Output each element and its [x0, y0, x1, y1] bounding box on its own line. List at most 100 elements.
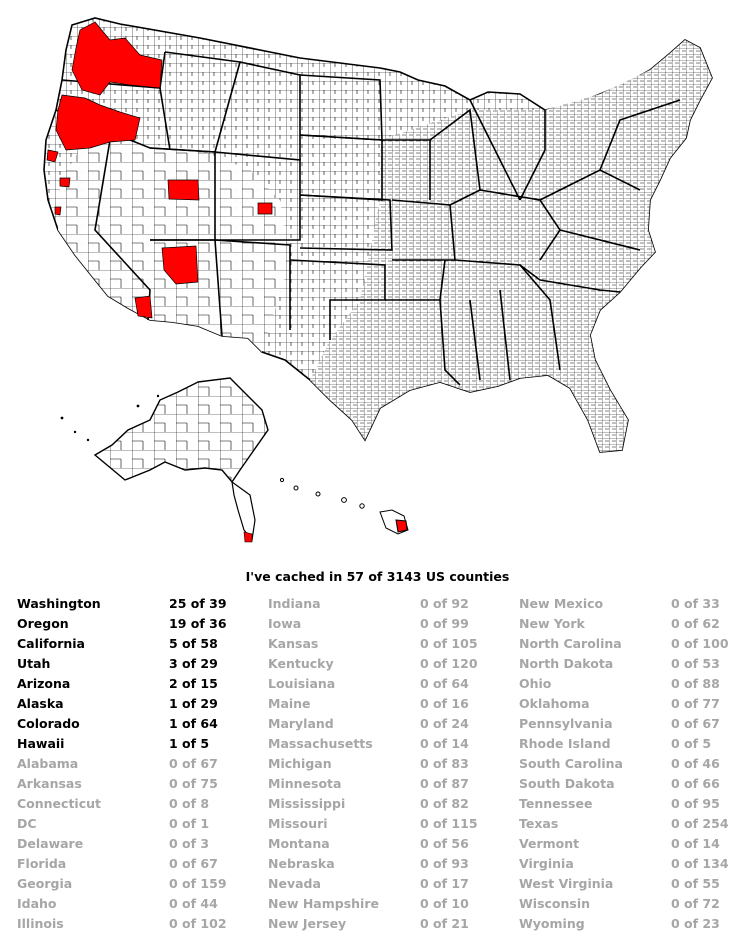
state-name: Alaska [17, 696, 64, 711]
state-name: Alabama [17, 756, 79, 771]
state-name: New Jersey [268, 916, 347, 931]
state-name: West Virginia [519, 876, 614, 891]
state-name: Kansas [268, 636, 319, 651]
state-name: Vermont [519, 836, 580, 851]
state-name: Maryland [268, 716, 334, 731]
state-name: North Carolina [519, 636, 622, 651]
state-count: 0 of 56 [420, 836, 469, 851]
cached-counties [46, 21, 273, 319]
state-count: 0 of 67 [671, 716, 720, 731]
state-name: New Mexico [519, 596, 604, 611]
state-name: Oklahoma [519, 696, 590, 711]
state-count: 0 of 21 [420, 916, 469, 931]
state-name: Maine [268, 696, 311, 711]
state-count: 0 of 115 [420, 816, 478, 831]
state-count: 0 of 77 [671, 696, 720, 711]
state-count: 0 of 14 [420, 736, 469, 751]
state-name: Georgia [17, 876, 73, 891]
state-name: Colorado [17, 716, 80, 731]
state-count: 0 of 75 [169, 776, 218, 791]
state-count: 0 of 105 [420, 636, 478, 651]
hawaii [279, 477, 409, 535]
state-count: 0 of 67 [169, 756, 218, 771]
cached-arizona-2 [134, 295, 153, 319]
hawaii-island-1 [279, 477, 285, 483]
state-name: Pennsylvania [519, 716, 613, 731]
hawaii-island-2 [293, 485, 299, 491]
state-count: 0 of 1 [169, 816, 210, 831]
state-name: Minnesota [268, 776, 342, 791]
state-name: Ohio [519, 676, 552, 691]
state-name: Wisconsin [519, 896, 591, 911]
cached-hawaii [395, 519, 408, 533]
state-name: Washington [17, 596, 101, 611]
state-name: New York [519, 616, 585, 631]
state-name: Indiana [268, 596, 321, 611]
state-count: 0 of 14 [671, 836, 720, 851]
state-count: 0 of 8 [169, 796, 210, 811]
contiguous-us [43, 17, 713, 453]
aleutian-islands [60, 394, 160, 442]
hawaii-island-5 [359, 503, 365, 509]
state-name: South Carolina [519, 756, 623, 771]
state-count: 1 of 29 [169, 696, 218, 711]
state-count: 0 of 93 [420, 856, 469, 871]
state-count: 0 of 100 [671, 636, 729, 651]
state-name: California [17, 636, 85, 651]
hawaii-island-3 [315, 491, 321, 497]
state-name: Missouri [268, 816, 328, 831]
cached-california-3 [54, 206, 62, 216]
state-name: Texas [519, 816, 559, 831]
western-counties [58, 140, 290, 352]
state-count: 0 of 95 [671, 796, 720, 811]
state-name: Louisiana [268, 676, 336, 691]
cached-california-2 [59, 177, 71, 188]
state-count: 0 of 159 [169, 876, 227, 891]
state-name: Iowa [268, 616, 302, 631]
state-name: Hawaii [17, 736, 65, 751]
alaska-land [93, 377, 269, 484]
state-name: DC [17, 816, 37, 831]
state-count: 2 of 15 [169, 676, 218, 691]
state-count: 0 of 44 [169, 896, 218, 911]
state-name: Wyoming [519, 916, 585, 931]
state-name: North Dakota [519, 656, 614, 671]
state-name: Delaware [17, 836, 84, 851]
state-count: 0 of 5 [671, 736, 712, 751]
state-count: 3 of 29 [169, 656, 218, 671]
state-name: New Hampshire [268, 896, 379, 911]
state-count: 0 of 92 [420, 596, 469, 611]
state-count: 0 of 17 [420, 876, 469, 891]
cache-summary: I've cached in 57 of 3143 US counties [245, 569, 510, 584]
state-name: Nevada [268, 876, 321, 891]
state-name: Tennessee [519, 796, 593, 811]
state-count: 0 of 62 [671, 616, 720, 631]
state-count: 0 of 33 [671, 596, 720, 611]
cached-utah [167, 179, 200, 201]
cached-oregon [55, 94, 141, 151]
cached-washington [71, 21, 163, 96]
cached-arizona [161, 245, 199, 285]
state-name: Kentucky [268, 656, 334, 671]
state-count: 1 of 5 [169, 736, 210, 751]
hawaii-island-4 [341, 497, 347, 503]
state-count: 0 of 46 [671, 756, 720, 771]
state-count: 0 of 16 [420, 696, 469, 711]
state-count: 0 of 55 [671, 876, 720, 891]
state-count: 0 of 82 [420, 796, 469, 811]
cached-alaska [243, 531, 253, 543]
state-count: 0 of 53 [671, 656, 720, 671]
state-borders [55, 51, 681, 386]
us-county-map [43, 17, 713, 543]
state-name: Arkansas [17, 776, 82, 791]
state-name: South Dakota [519, 776, 615, 791]
alaska-panhandle [231, 480, 256, 542]
alaska [60, 377, 269, 543]
state-name: Idaho [17, 896, 57, 911]
cached-colorado [257, 202, 273, 215]
state-count: 0 of 83 [420, 756, 469, 771]
state-name: Oregon [17, 616, 69, 631]
state-count: 0 of 10 [420, 896, 469, 911]
state-count: 0 of 72 [671, 896, 720, 911]
state-name: Rhode Island [519, 736, 611, 751]
